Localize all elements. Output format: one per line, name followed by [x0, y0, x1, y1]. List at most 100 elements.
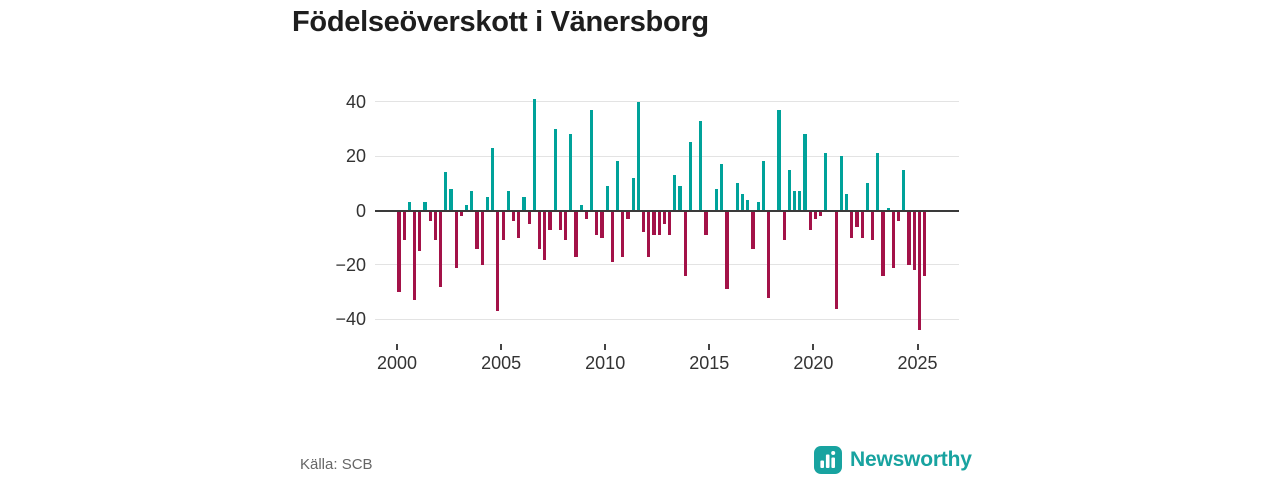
bar-2007-q1: [543, 210, 547, 260]
bar-2024-q4: [912, 210, 916, 271]
bar-2022-q4: [871, 210, 875, 241]
bar-2011-q4: [642, 210, 646, 233]
bar-2009-q1: [584, 210, 588, 219]
bar-2020-q1: [813, 210, 817, 219]
y-tick-label-40: 40: [345, 91, 366, 112]
bar-2018-q4: [787, 169, 791, 211]
bar-2005-q4: [517, 210, 521, 238]
bar-2022-q2: [860, 210, 864, 238]
gridline--40: [375, 318, 959, 320]
bar-2010-q2: [610, 210, 614, 263]
bar-2019-q3: [803, 134, 807, 211]
bar-2008-q3: [574, 210, 578, 257]
bar-2015-q2: [714, 188, 719, 211]
bar-2015-q3: [720, 164, 724, 211]
bar-2005-q2: [506, 191, 510, 211]
bar-2011-q3: [636, 101, 641, 211]
bar-2021-q3: [845, 194, 849, 211]
bar-2007-q4: [558, 210, 562, 230]
bar-2023-q3: [886, 207, 890, 211]
bar-2001-q1: [418, 210, 422, 252]
y-tick-label--40: −40: [335, 309, 366, 330]
bar-2006-q2: [527, 210, 531, 225]
bar-2005-q3: [511, 210, 516, 222]
bar-2002-q1: [439, 210, 443, 287]
bar-2011-q2: [631, 177, 635, 211]
gridline-20: [375, 155, 959, 157]
x-tick-2010: [604, 344, 607, 350]
y-tick-label-20: 20: [345, 146, 366, 167]
x-tick-2015: [708, 344, 711, 350]
bar-2016-q4: [746, 199, 750, 211]
bar-2013-q2: [673, 175, 677, 211]
bar-2006-q3: [532, 98, 536, 211]
bar-2008-q1: [563, 210, 568, 241]
bar-2001-q3: [428, 210, 432, 222]
bar-2020-q3: [824, 153, 828, 211]
bar-2003-q2: [465, 205, 469, 211]
bar-2014-q3: [699, 120, 703, 211]
bar-2006-q4: [537, 210, 542, 249]
bar-2004-q1: [480, 210, 484, 265]
bar-2008-q4: [579, 205, 583, 211]
bar-2021-q1: [834, 210, 838, 309]
bar-2022-q1: [855, 210, 859, 227]
bar-2006-q1: [522, 196, 526, 211]
bar-2000-q4: [413, 210, 417, 301]
bar-2004-q4: [496, 210, 500, 312]
bar-2012-q4: [662, 210, 667, 225]
bar-2004-q3: [491, 147, 495, 211]
bar-2021-q2: [839, 156, 843, 211]
bar-2001-q4: [433, 210, 438, 241]
bar-2008-q2: [569, 134, 573, 211]
bar-2009-q2: [589, 109, 594, 211]
bar-2009-q4: [600, 210, 604, 238]
bar-2024-q3: [907, 210, 911, 265]
bar-2005-q1: [501, 210, 505, 241]
bar-2003-q4: [475, 210, 479, 249]
bar-2016-q2: [735, 183, 739, 211]
bar-2012-q3: [657, 210, 661, 235]
bar-2013-q3: [678, 185, 682, 211]
bar-2023-q4: [891, 210, 896, 268]
y-tick-label--20: −20: [335, 254, 366, 275]
x-tick-2005: [500, 344, 503, 350]
bar-2007-q2: [548, 210, 552, 230]
gridline-40: [375, 101, 959, 103]
bar-2019-q4: [808, 210, 812, 230]
bar-2015-q4: [725, 210, 729, 290]
newsworthy-logo-icon: [814, 446, 842, 474]
bar-2000-q3: [407, 202, 411, 211]
bar-2012-q1: [647, 210, 651, 257]
x-tick-label-2010: 2010: [585, 353, 626, 373]
x-tick-2000: [396, 344, 398, 350]
x-tick-label-2015: 2015: [689, 353, 730, 373]
bar-2018-q3: [782, 210, 786, 241]
newsworthy-brand: Newsworthy: [813, 444, 972, 476]
bar-2013-q4: [683, 210, 687, 276]
x-tick-2020: [812, 344, 815, 350]
x-tick-label-2005: 2005: [481, 353, 522, 373]
bar-2016-q3: [740, 194, 745, 211]
bar-2023-q1: [876, 153, 880, 211]
bar-2013-q1: [668, 210, 672, 235]
bar-2004-q2: [485, 196, 490, 211]
x-tick-label-2025: 2025: [897, 353, 938, 373]
bar-2019-q2: [798, 191, 802, 211]
bar-2018-q2: [777, 109, 781, 211]
bar-2003-q3: [470, 191, 474, 211]
bar-2002-q2: [444, 172, 448, 211]
bar-2010-q3: [616, 161, 620, 211]
bar-2000-q1: [397, 210, 401, 293]
bar-2003-q1: [459, 210, 464, 216]
bar-2025-q2: [923, 210, 927, 276]
x-tick-label-2000: 2000: [376, 353, 418, 373]
bar-2017-q1: [751, 210, 755, 249]
bar-2014-q1: [688, 142, 693, 211]
source-label: Källa: SCB: [300, 456, 373, 473]
bar-2022-q3: [865, 183, 870, 211]
bar-2002-q4: [454, 210, 458, 268]
bar-2023-q2: [881, 210, 885, 276]
bar-2024-q1: [897, 210, 901, 222]
bar-2017-q2: [756, 202, 760, 211]
